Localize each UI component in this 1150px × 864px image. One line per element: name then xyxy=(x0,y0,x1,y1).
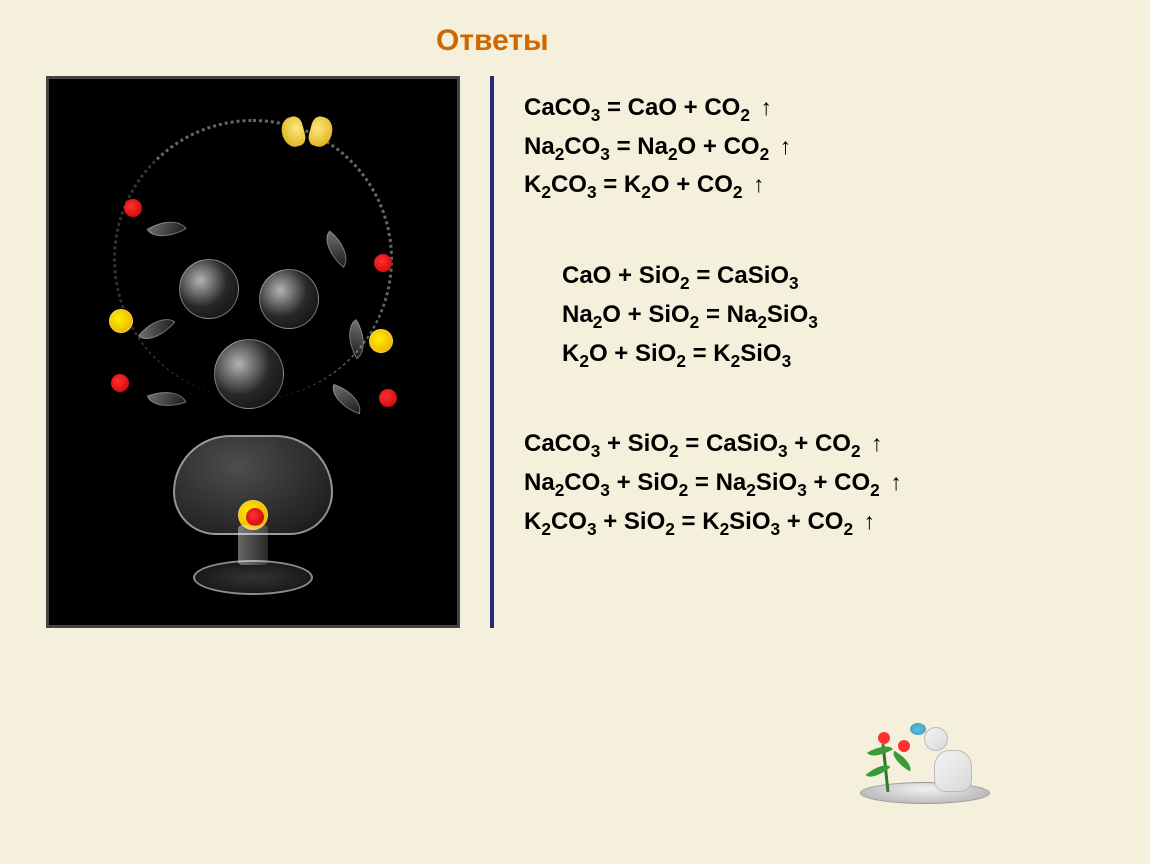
equation-line: Na2O + SiO2 = Na2SiO3 xyxy=(562,297,902,336)
butterfly-decoration xyxy=(282,117,332,152)
crystal-rose xyxy=(179,259,239,319)
red-flower-center xyxy=(246,508,264,526)
equation-group-1: CaCO3 = CaO + CO2 ↑Na2CO3 = Na2O + CO2 ↑… xyxy=(524,90,902,206)
yellow-flower xyxy=(369,329,393,353)
plant-flower xyxy=(878,732,890,744)
crystal-leaf xyxy=(327,384,367,415)
equation-line: CaO + SiO2 = CaSiO3 xyxy=(562,258,902,297)
red-flower xyxy=(111,374,129,392)
equation-group-3: CaCO3 + SiO2 = CaSiO3 + CO2 ↑Na2CO3 + Si… xyxy=(524,426,902,542)
cat-butterfly xyxy=(910,723,926,735)
crystal-rose xyxy=(259,269,319,329)
red-flower xyxy=(379,389,397,407)
vertical-divider xyxy=(490,76,494,628)
equation-line: CaCO3 = CaO + CO2 ↑ xyxy=(524,90,902,129)
page-title: Ответы xyxy=(436,24,549,58)
crystal-leaf xyxy=(147,384,187,415)
equation-line: K2CO3 = K2O + CO2 ↑ xyxy=(524,167,902,206)
plant-leaf xyxy=(867,741,893,762)
equations-block: CaCO3 = CaO + CO2 ↑Na2CO3 = Na2O + CO2 ↑… xyxy=(524,90,902,594)
red-flower xyxy=(374,254,392,272)
equation-group-2: CaO + SiO2 = CaSiO3Na2O + SiO2 = Na2SiO3… xyxy=(562,258,902,374)
equation-line: Na2CO3 + SiO2 = Na2SiO3 + CO2 ↑ xyxy=(524,465,902,504)
yellow-flower xyxy=(109,309,133,333)
glass-cat-figurine xyxy=(860,694,990,804)
plant-flower xyxy=(898,740,910,752)
plant-leaf xyxy=(889,751,915,772)
equation-line: K2O + SiO2 = K2SiO3 xyxy=(562,336,902,375)
equation-line: Na2CO3 = Na2O + CO2 ↑ xyxy=(524,129,902,168)
glass-cat xyxy=(922,727,972,792)
red-flower xyxy=(124,199,142,217)
equation-line: K2CO3 + SiO2 = K2SiO3 + CO2 ↑ xyxy=(524,504,902,543)
crystal-basket-figure xyxy=(46,76,460,628)
glass-vase xyxy=(153,415,353,595)
crystal-rose xyxy=(214,339,284,409)
equation-line: CaCO3 + SiO2 = CaSiO3 + CO2 ↑ xyxy=(524,426,902,465)
